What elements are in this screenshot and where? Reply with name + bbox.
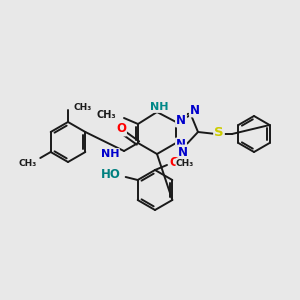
Text: O: O xyxy=(169,157,179,169)
Text: N: N xyxy=(190,103,200,116)
Text: NH: NH xyxy=(150,102,168,112)
Text: N: N xyxy=(178,146,188,158)
Text: S: S xyxy=(214,127,224,140)
Text: CH₃: CH₃ xyxy=(74,103,92,112)
Text: N: N xyxy=(176,139,186,152)
Text: O: O xyxy=(116,122,126,136)
Text: HO: HO xyxy=(101,169,121,182)
Text: N: N xyxy=(176,113,186,127)
Text: CH₃: CH₃ xyxy=(96,110,116,120)
Text: CH₃: CH₃ xyxy=(176,158,194,167)
Text: CH₃: CH₃ xyxy=(18,160,36,169)
Text: NH: NH xyxy=(100,149,119,159)
